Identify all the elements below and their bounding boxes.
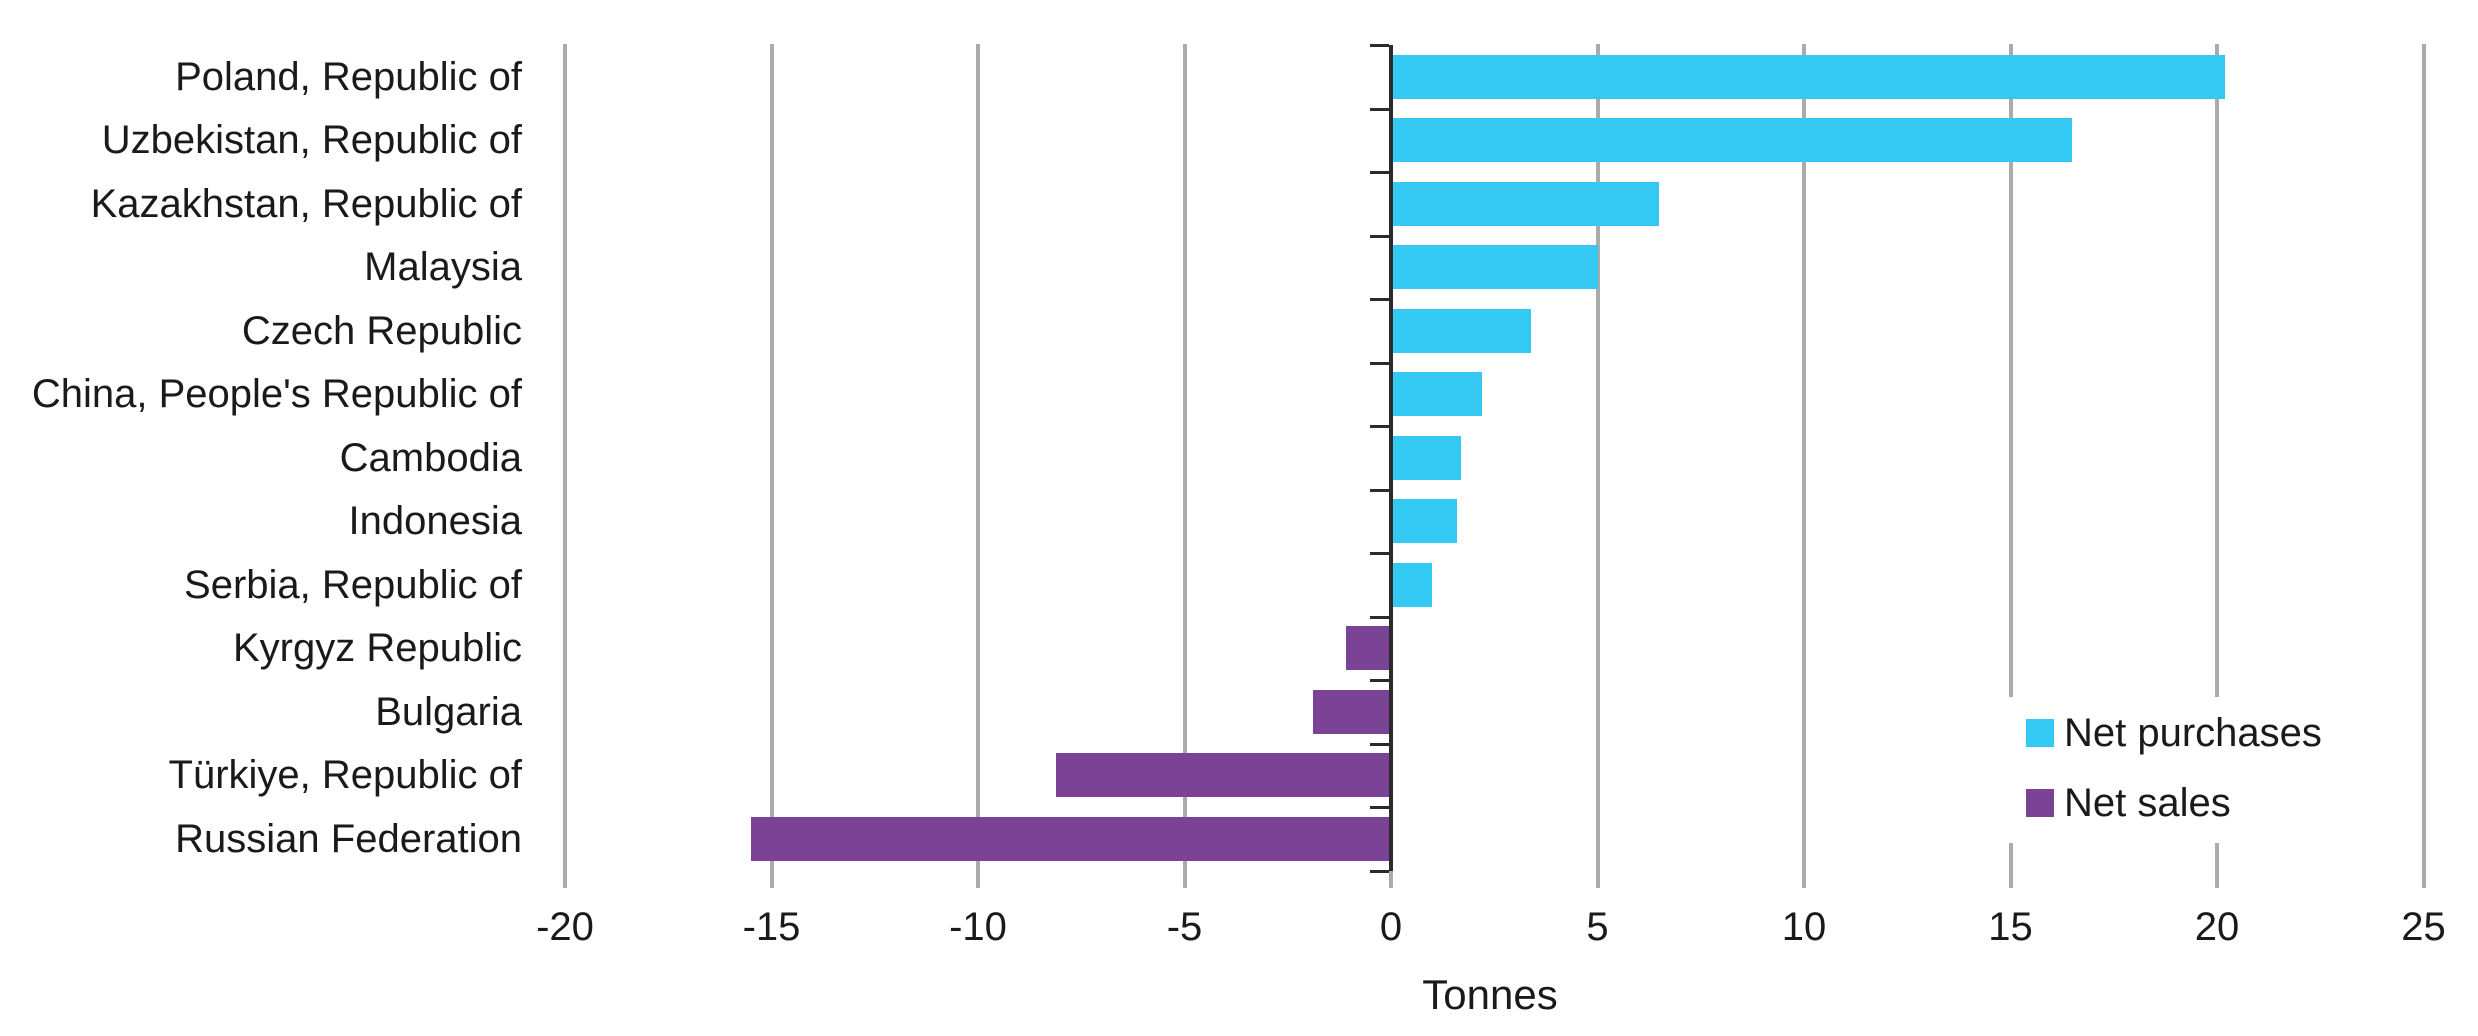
gridline bbox=[1595, 44, 1600, 871]
gridline bbox=[2008, 44, 2013, 871]
legend-item-net-purchases: Net purchases bbox=[2026, 711, 2322, 755]
x-axis-tick bbox=[563, 870, 567, 888]
x-axis-tick bbox=[2215, 870, 2219, 888]
gridline bbox=[1182, 44, 1187, 871]
bar bbox=[1312, 689, 1391, 734]
x-axis-tick bbox=[2008, 870, 2013, 888]
y-axis-tick bbox=[1370, 806, 1389, 809]
y-axis-tick bbox=[1370, 361, 1389, 365]
bar bbox=[1391, 118, 2073, 163]
bar bbox=[1056, 753, 1391, 798]
x-tick-label: -15 bbox=[742, 905, 801, 949]
gridline bbox=[769, 44, 774, 871]
bar bbox=[1345, 626, 1391, 671]
category-label: Cambodia bbox=[339, 435, 522, 480]
net-purchases-swatch-icon bbox=[2026, 719, 2054, 747]
x-tick-label: -5 bbox=[1166, 905, 1203, 949]
y-axis-tick bbox=[1370, 869, 1389, 873]
bar bbox=[1391, 54, 2226, 99]
zero-axis-line bbox=[1389, 45, 1393, 871]
bar bbox=[1391, 435, 1462, 480]
gridline bbox=[1802, 44, 1806, 871]
category-label: Serbia, Republic of bbox=[184, 562, 522, 607]
x-tick-label: -10 bbox=[949, 905, 1007, 949]
gridline bbox=[563, 44, 567, 871]
bar bbox=[750, 816, 1391, 861]
category-label: Czech Republic bbox=[241, 308, 522, 353]
legend bbox=[1995, 697, 2367, 843]
net-sales-swatch-icon bbox=[2026, 789, 2054, 817]
x-axis-tick bbox=[1595, 870, 1600, 888]
x-tick-label: -20 bbox=[536, 905, 594, 949]
y-axis-tick bbox=[1370, 107, 1389, 111]
category-label: Poland, Republic of bbox=[175, 54, 522, 99]
gridline bbox=[2215, 44, 2219, 871]
category-label: Kazakhstan, Republic of bbox=[90, 181, 522, 226]
category-label: Russian Federation bbox=[175, 816, 522, 861]
x-tick-label: 25 bbox=[2401, 905, 2446, 949]
y-axis-tick bbox=[1370, 171, 1389, 174]
bar bbox=[1391, 499, 1458, 544]
legend-label: Net purchases bbox=[2064, 710, 2322, 755]
x-axis-tick bbox=[1802, 870, 1806, 888]
bar bbox=[1391, 308, 1532, 353]
x-axis-tick bbox=[976, 870, 980, 888]
y-axis-tick bbox=[1370, 552, 1389, 555]
x-tick-label: 5 bbox=[1586, 905, 1609, 949]
bar bbox=[1391, 245, 1598, 290]
y-axis-tick bbox=[1370, 234, 1389, 238]
gridline bbox=[2421, 44, 2426, 871]
x-axis-tick bbox=[1389, 870, 1393, 888]
x-tick-label: 10 bbox=[1781, 905, 1827, 949]
x-axis-tick bbox=[1182, 870, 1187, 888]
bar bbox=[1391, 181, 1660, 226]
bar bbox=[1391, 372, 1482, 417]
x-axis-tick bbox=[769, 870, 774, 888]
y-axis-tick bbox=[1370, 742, 1389, 746]
x-tick-label: 20 bbox=[2194, 905, 2240, 949]
y-axis-tick bbox=[1370, 679, 1389, 682]
category-label: Malaysia bbox=[364, 245, 522, 290]
x-axis-title: Tonnes bbox=[1422, 971, 1558, 1018]
category-label: China, People's Republic of bbox=[31, 372, 522, 417]
y-axis-tick bbox=[1370, 425, 1389, 428]
category-label: Indonesia bbox=[348, 499, 522, 544]
y-axis-tick bbox=[1370, 615, 1389, 619]
legend-item-net-sales: Net sales bbox=[2026, 781, 2231, 825]
category-label: Türkiye, Republic of bbox=[168, 753, 522, 798]
category-label: Uzbekistan, Republic of bbox=[101, 118, 522, 163]
y-axis-tick bbox=[1370, 44, 1389, 47]
x-axis-tick bbox=[2421, 870, 2426, 888]
bar bbox=[1391, 562, 1433, 607]
category-label: Bulgaria bbox=[375, 689, 522, 734]
x-tick-label: 0 bbox=[1379, 905, 1403, 949]
legend-label: Net sales bbox=[2064, 780, 2231, 825]
category-label: Kyrgyz Republic bbox=[232, 626, 522, 671]
y-axis-tick bbox=[1370, 298, 1389, 301]
y-axis-tick bbox=[1370, 488, 1389, 492]
x-tick-label: 15 bbox=[1988, 905, 2033, 949]
gridline bbox=[976, 44, 980, 871]
